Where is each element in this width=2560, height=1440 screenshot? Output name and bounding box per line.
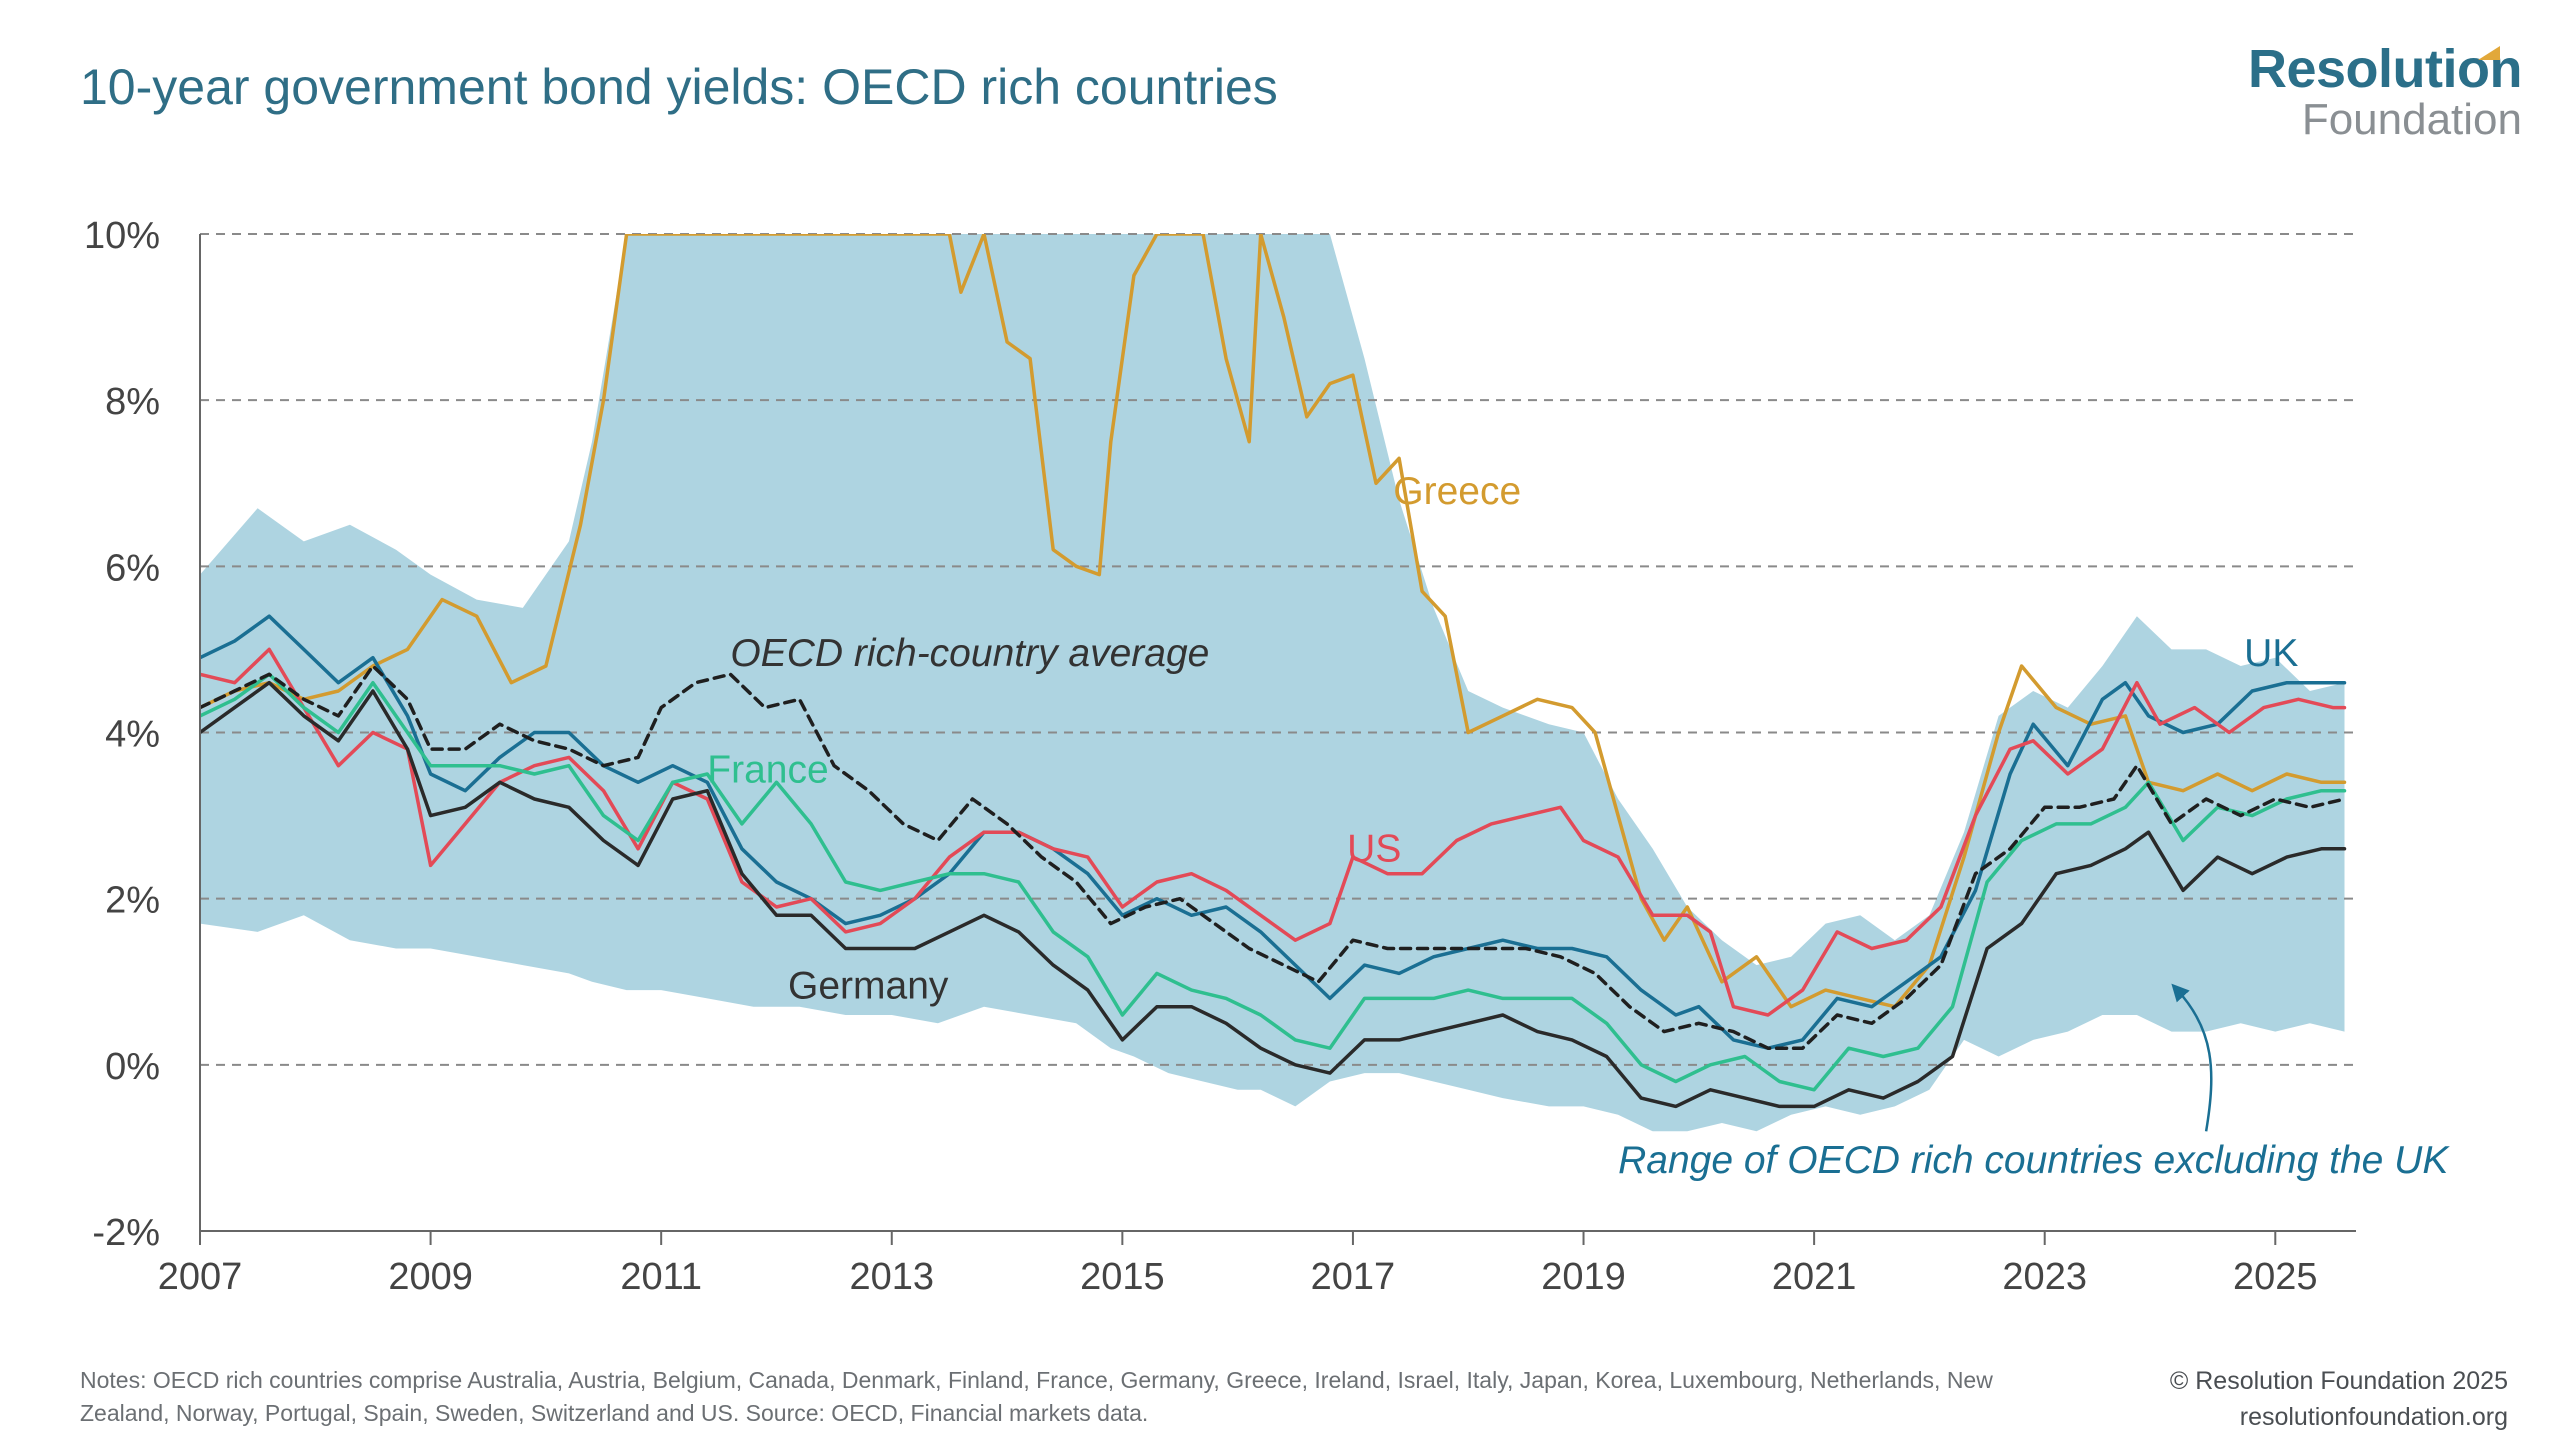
series-line-greece — [200, 234, 2347, 1009]
range-arrow — [2171, 983, 2213, 1132]
x-tick-label: 2021 — [1772, 1256, 1857, 1298]
y-tick-label: 10% — [84, 215, 160, 257]
logo-line-1: Resolution — [2248, 39, 2523, 99]
website-text: resolutionfoundation.org — [2239, 1402, 2508, 1431]
logo-accent-mark — [2478, 46, 2500, 60]
series-line-germany — [200, 680, 2347, 1109]
y-tick-label: 2% — [105, 880, 160, 922]
series-line-france — [200, 672, 2347, 1092]
x-tick-label: 2013 — [849, 1256, 934, 1298]
x-tick-label: 2017 — [1311, 1256, 1396, 1298]
label-average: OECD rich-country average — [730, 632, 1209, 675]
series-line-average — [200, 664, 2347, 1050]
range-band-area — [200, 234, 2345, 1132]
label-france: France — [707, 748, 828, 791]
label-greece: Greece — [1393, 470, 1521, 513]
series-line-uk — [200, 614, 2347, 1050]
y-tick-label: 0% — [105, 1046, 160, 1088]
label-us: US — [1347, 827, 1401, 870]
y-tick-label: -2% — [92, 1212, 160, 1254]
chart-title: 10-year government bond yields: OECD ric… — [80, 59, 1278, 115]
resolution-foundation-logo: Resolution Foundation — [2248, 39, 2523, 144]
label-germany: Germany — [788, 964, 949, 1007]
axes-layer: -2% 0% 2% 4% 6% 8% 10% 2007 2009 2011 2013 2015 2017… — [84, 215, 2356, 1298]
x-tick-label: 2025 — [2233, 1256, 2318, 1298]
x-tick-label: 2015 — [1080, 1256, 1165, 1298]
series-line-us — [200, 647, 2347, 1017]
annotation-layer: Greece UK US France Germany OECD rich-country… — [707, 470, 2450, 1182]
y-tick-label: 6% — [105, 547, 160, 589]
x-tick-label: 2023 — [2002, 1256, 2087, 1298]
series-layer — [200, 234, 2347, 1109]
range-band-layer — [200, 234, 2345, 1132]
label-range: Range of OECD rich countries excluding t… — [1618, 1139, 2450, 1182]
copyright-text: © Resolution Foundation 2025 — [2169, 1367, 2508, 1395]
logo-line-2: Foundation — [2301, 95, 2522, 144]
label-uk: UK — [2244, 632, 2298, 675]
x-tick-label: 2007 — [158, 1256, 243, 1298]
credit-block: © Resolution Foundation 2025 resolutionf… — [2170, 1364, 2508, 1435]
y-tick-label: 8% — [105, 381, 160, 423]
x-tick-label: 2009 — [388, 1256, 473, 1298]
x-tick-label: 2011 — [620, 1256, 702, 1298]
chart-notes: Notes: OECD rich countries comprise Aust… — [80, 1367, 1993, 1426]
y-tick-label: 4% — [105, 714, 160, 756]
x-tick-label: 2019 — [1541, 1256, 1626, 1298]
